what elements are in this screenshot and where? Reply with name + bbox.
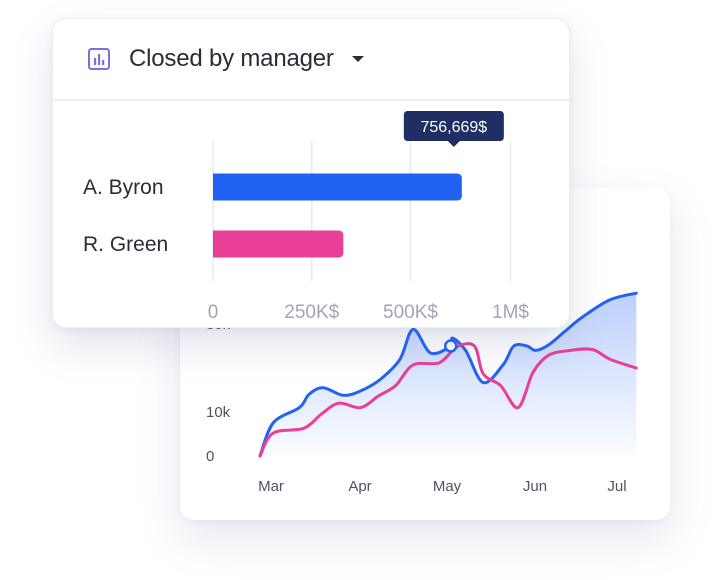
- closed-by-manager-card: Closed by manager 0 250K$ 500K$ 1M$ A. Byro…: [52, 18, 570, 328]
- bar-x-ticks: 0 250K$ 500K$ 1M$: [208, 302, 530, 323]
- y-axis-ticks: 010k30k: [206, 316, 231, 465]
- bar-green[interactable]: [213, 230, 344, 258]
- value-tooltip: 756,669$: [403, 111, 504, 147]
- tooltip-shape: [403, 111, 504, 147]
- x-axis-ticks: Mar Apr May Jun Jul: [258, 478, 627, 495]
- bar-category-labels: A. Byron R. Green: [83, 176, 168, 256]
- card-header: Closed by manager: [53, 19, 569, 101]
- tooltip-text: 756,669$: [420, 119, 487, 136]
- card-title: Closed by manager: [129, 45, 334, 72]
- line-series-group: [258, 291, 638, 458]
- x-tick-label: Jun: [523, 478, 547, 495]
- category-label: A. Byron: [83, 176, 164, 199]
- x-tick-label: Mar: [258, 478, 284, 495]
- bar-chart-icon: [88, 48, 110, 70]
- x-tick-label: May: [433, 478, 462, 495]
- bar-grid: [212, 141, 512, 281]
- hover-marker[interactable]: [444, 339, 458, 353]
- y-tick-label: 10k: [206, 404, 231, 421]
- x-tick-label: 0: [208, 302, 219, 323]
- y-tick-label: 0: [206, 448, 214, 465]
- x-tick-label: 500K$: [383, 302, 438, 323]
- x-tick-label: 250K$: [284, 302, 339, 323]
- series-area-fill: [260, 293, 637, 456]
- caret-down-icon[interactable]: [351, 55, 364, 63]
- x-tick-label: Apr: [348, 478, 371, 495]
- x-tick-label: Jul: [607, 478, 626, 495]
- category-label: R. Green: [83, 233, 168, 256]
- x-tick-label: 1M$: [492, 302, 529, 323]
- bar-chart: 0 250K$ 500K$ 1M$ A. Byron R. Green 756,669$: [83, 111, 530, 323]
- bar-byron[interactable]: [213, 173, 462, 201]
- bar-bars: [213, 173, 462, 258]
